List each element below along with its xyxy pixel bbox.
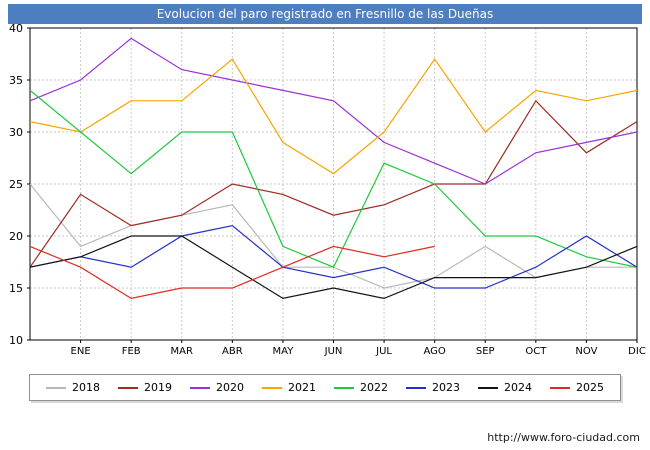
x-tick-label: JUN (324, 346, 343, 357)
legend-item-2023: 2023 (406, 381, 460, 394)
legend-item-2022: 2022 (334, 381, 388, 394)
legend-swatch-2021 (262, 386, 282, 389)
x-tick-label: SEP (476, 346, 495, 357)
legend-label-2018: 2018 (72, 381, 100, 394)
y-tick-label: 25 (9, 178, 23, 191)
y-tick-label: 10 (9, 334, 23, 347)
legend-swatch-2024 (478, 386, 498, 389)
series-line-2025 (29, 245, 435, 300)
series-line-2020 (29, 37, 638, 185)
legend-label-2020: 2020 (216, 381, 244, 394)
series-line-2022 (29, 89, 638, 268)
y-tick-label: 40 (9, 22, 23, 35)
legend-swatch-2020 (190, 386, 210, 389)
series-line-2019 (29, 99, 638, 268)
legend-swatch-2025 (550, 386, 570, 389)
legend-swatch-2019 (118, 386, 138, 389)
series-line-2024 (29, 235, 638, 300)
legend-label-2021: 2021 (288, 381, 316, 394)
y-tick-label: 15 (9, 282, 23, 295)
x-tick-label: ABR (222, 346, 243, 357)
x-tick-label: AGO (424, 346, 446, 357)
x-tick-label: MAY (273, 346, 295, 357)
y-tick-label: 30 (9, 126, 23, 139)
series-line-2021 (29, 58, 638, 175)
legend-swatch-2018 (46, 386, 66, 389)
x-tick-label: DIC (628, 346, 646, 357)
legend-item-2018: 2018 (46, 381, 100, 394)
legend-label-2024: 2024 (504, 381, 532, 394)
chart-title: Evolucion del paro registrado en Fresnil… (8, 4, 642, 24)
footer-url: http://www.foro-ciudad.com (487, 431, 640, 444)
legend-swatch-2023 (406, 386, 426, 389)
legend-label-2025: 2025 (576, 381, 604, 394)
y-tick-label: 20 (9, 230, 23, 243)
legend-label-2022: 2022 (360, 381, 388, 394)
series-line-2023 (29, 224, 638, 289)
x-tick-label: OCT (525, 346, 547, 357)
legend: 2018 2019 2020 2021 2022 2023 2024 2025 (29, 374, 621, 401)
legend-item-2019: 2019 (118, 381, 172, 394)
legend-item-2024: 2024 (478, 381, 532, 394)
legend-item-2020: 2020 (190, 381, 244, 394)
x-tick-label: JUL (375, 346, 392, 357)
x-tick-label: MAR (171, 346, 193, 357)
legend-item-2025: 2025 (550, 381, 604, 394)
y-tick-label: 35 (9, 74, 23, 87)
legend-item-2021: 2021 (262, 381, 316, 394)
legend-label-2023: 2023 (432, 381, 460, 394)
legend-label-2019: 2019 (144, 381, 172, 394)
x-tick-label: NOV (575, 346, 597, 357)
legend-swatch-2022 (334, 386, 354, 389)
x-tick-label: ENE (71, 346, 91, 357)
x-tick-label: FEB (122, 346, 141, 357)
